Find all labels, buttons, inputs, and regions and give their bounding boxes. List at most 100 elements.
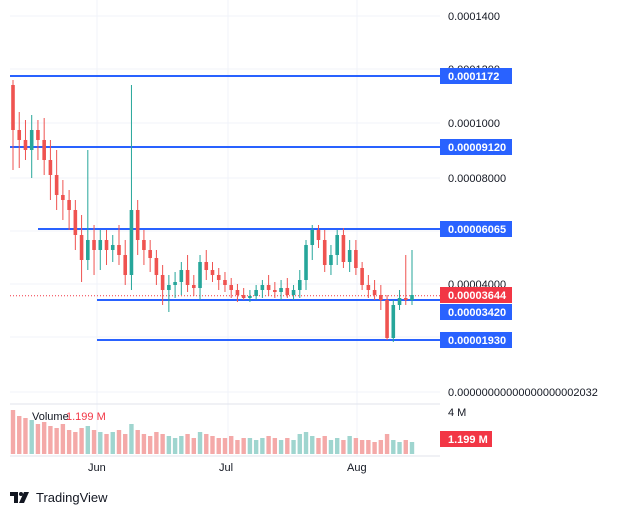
candle-body[interactable] <box>260 285 265 290</box>
candle-body[interactable] <box>248 296 252 298</box>
candle-body[interactable] <box>185 270 190 285</box>
candle-body[interactable] <box>291 290 296 295</box>
candle-body[interactable] <box>229 285 234 290</box>
candle-body[interactable] <box>67 200 71 210</box>
candle-body[interactable] <box>397 298 402 305</box>
candle-body[interactable] <box>17 130 22 140</box>
candle-body[interactable] <box>154 258 159 275</box>
candle-body[interactable] <box>335 235 339 255</box>
volume-bar <box>285 438 290 454</box>
candle-body[interactable] <box>235 290 240 295</box>
candle-body[interactable] <box>297 280 302 290</box>
candle-body[interactable] <box>304 245 308 280</box>
candle-body[interactable] <box>48 160 53 175</box>
candle-body[interactable] <box>210 270 215 275</box>
level-badge-00001930: 0.00001930 <box>440 332 512 348</box>
candlestick-series[interactable] <box>11 80 414 342</box>
volume-bar <box>310 436 315 454</box>
candle-body[interactable] <box>316 230 321 240</box>
candle-body[interactable] <box>36 130 40 140</box>
candle-body[interactable] <box>173 282 177 285</box>
candle-body[interactable] <box>123 255 128 275</box>
volume-bar <box>328 440 334 454</box>
candle-body[interactable] <box>191 285 196 288</box>
candle-body[interactable] <box>54 175 59 195</box>
volume-bar <box>154 432 159 454</box>
volume-bar <box>41 422 47 454</box>
volume-bar <box>272 438 278 454</box>
volume-bar <box>73 432 78 454</box>
volume-bar <box>204 434 209 454</box>
candle-body[interactable] <box>322 240 327 265</box>
candle-body[interactable] <box>204 262 209 270</box>
candle-body[interactable] <box>410 295 414 300</box>
candle-body[interactable] <box>73 210 78 235</box>
candle-body[interactable] <box>92 240 96 250</box>
candle-body[interactable] <box>379 295 383 300</box>
candle-body[interactable] <box>148 250 152 258</box>
current-price-badge: 0.00003644 <box>440 287 512 303</box>
time-label-jul: Jul <box>219 462 233 474</box>
candle-body[interactable] <box>391 305 396 338</box>
candle-body[interactable] <box>329 255 333 265</box>
candle-body[interactable] <box>360 268 364 285</box>
tradingview-footer[interactable]: TradingView <box>10 488 108 506</box>
volume-bar <box>353 438 359 454</box>
candle-body[interactable] <box>385 300 389 338</box>
candle-body[interactable] <box>160 275 165 290</box>
candle-body[interactable] <box>310 230 315 245</box>
candle-body[interactable] <box>403 298 408 300</box>
candle-body[interactable] <box>167 285 171 290</box>
candle-body[interactable] <box>347 250 352 262</box>
volume-bar <box>185 434 190 454</box>
candle-body[interactable] <box>198 262 202 288</box>
candle-body[interactable] <box>86 240 90 260</box>
volume-bar <box>347 436 352 454</box>
candle-body[interactable] <box>135 210 140 240</box>
candle-body[interactable] <box>254 290 258 296</box>
volume-bar <box>91 430 97 454</box>
time-label-jun: Jun <box>88 462 106 474</box>
volume-bar <box>23 418 28 454</box>
volume-bar <box>291 440 296 454</box>
candle-body[interactable] <box>179 270 184 282</box>
candle-body[interactable] <box>79 235 84 260</box>
volume-bar <box>98 432 103 454</box>
candle-body[interactable] <box>341 235 346 262</box>
candle-body[interactable] <box>216 275 221 280</box>
candle-body[interactable] <box>366 285 371 290</box>
price-tick-0001400: 0.0001400 <box>448 11 500 23</box>
volume-bar <box>334 438 340 454</box>
volume-bar <box>66 430 72 454</box>
candle-body[interactable] <box>273 290 277 292</box>
volume-bar <box>110 432 115 454</box>
candle-body[interactable] <box>372 290 377 295</box>
candle-body[interactable] <box>129 210 134 275</box>
candle-body[interactable] <box>241 295 246 298</box>
volume-series[interactable] <box>10 410 415 454</box>
candle-body[interactable] <box>23 140 28 150</box>
volume-bar <box>166 436 172 454</box>
candle-body[interactable] <box>110 245 115 250</box>
candle-body[interactable] <box>104 240 109 250</box>
volume-bar <box>54 428 59 454</box>
candle-body[interactable] <box>61 195 65 200</box>
volume-bar <box>179 436 184 454</box>
candle-body[interactable] <box>223 280 227 285</box>
candle-body[interactable] <box>279 288 283 292</box>
volume-bar <box>391 440 396 454</box>
candle-body[interactable] <box>11 85 15 130</box>
candle-body[interactable] <box>29 130 34 150</box>
candle-body[interactable] <box>98 240 103 250</box>
candle-body[interactable] <box>266 285 271 290</box>
candle-body[interactable] <box>42 140 46 160</box>
volume-bar <box>85 426 91 454</box>
candle-body[interactable] <box>285 288 290 295</box>
volume-badge-text: 1.199 M <box>448 434 488 446</box>
price-tick-min: 0.00000000000000000002032 <box>448 387 598 399</box>
candle-body[interactable] <box>117 245 121 255</box>
volume-bar <box>229 436 234 454</box>
candle-body[interactable] <box>142 240 146 250</box>
candle-body[interactable] <box>354 250 358 268</box>
